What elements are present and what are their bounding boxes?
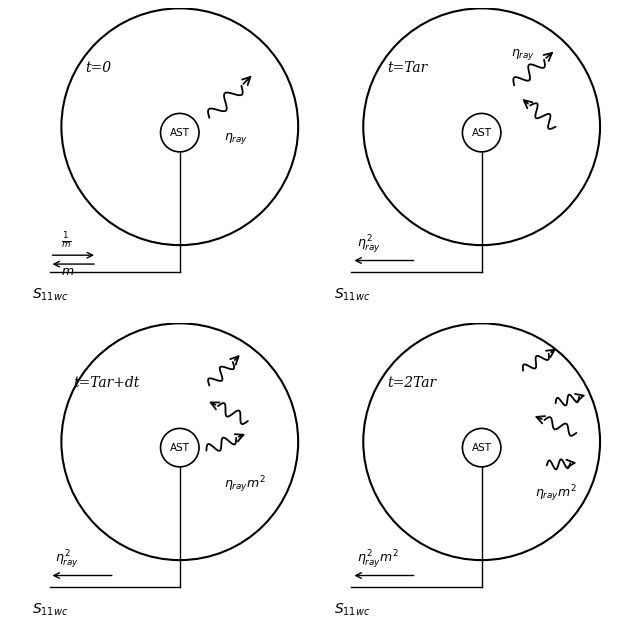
Text: $\eta_{ray}^{\,2}m^2$: $\eta_{ray}^{\,2}m^2$ [357, 548, 399, 570]
Text: $\eta_{ray}^{\,2}$: $\eta_{ray}^{\,2}$ [357, 233, 382, 256]
Text: t=Tar+dt: t=Tar+dt [73, 375, 140, 389]
Circle shape [462, 113, 501, 152]
Text: $\eta_{ray}m^2$: $\eta_{ray}m^2$ [535, 483, 577, 504]
Text: $\eta_{ray}m^2$: $\eta_{ray}m^2$ [224, 474, 266, 495]
Text: $\eta_{ray}$: $\eta_{ray}$ [224, 131, 248, 146]
Circle shape [160, 429, 199, 467]
Text: $\eta_{ray}^{\,2}$: $\eta_{ray}^{\,2}$ [55, 548, 80, 570]
Text: $S_{11wc}$: $S_{11wc}$ [334, 602, 370, 618]
Text: AST: AST [170, 443, 190, 453]
Text: $m$: $m$ [62, 265, 74, 278]
Circle shape [462, 429, 501, 467]
Text: t=2Tar: t=2Tar [387, 375, 436, 389]
Text: AST: AST [472, 127, 492, 138]
Text: AST: AST [472, 443, 492, 453]
Text: $S_{11wc}$: $S_{11wc}$ [334, 287, 370, 303]
Text: $\eta_{ray}$: $\eta_{ray}$ [511, 47, 536, 61]
Circle shape [160, 113, 199, 152]
Text: $\frac{1}{m}$: $\frac{1}{m}$ [62, 231, 72, 251]
Text: AST: AST [170, 127, 190, 138]
Text: $S_{11wc}$: $S_{11wc}$ [32, 602, 68, 618]
Text: t=0: t=0 [85, 61, 111, 75]
Text: $S_{11wc}$: $S_{11wc}$ [32, 287, 68, 303]
Text: t=Tar: t=Tar [387, 61, 427, 75]
